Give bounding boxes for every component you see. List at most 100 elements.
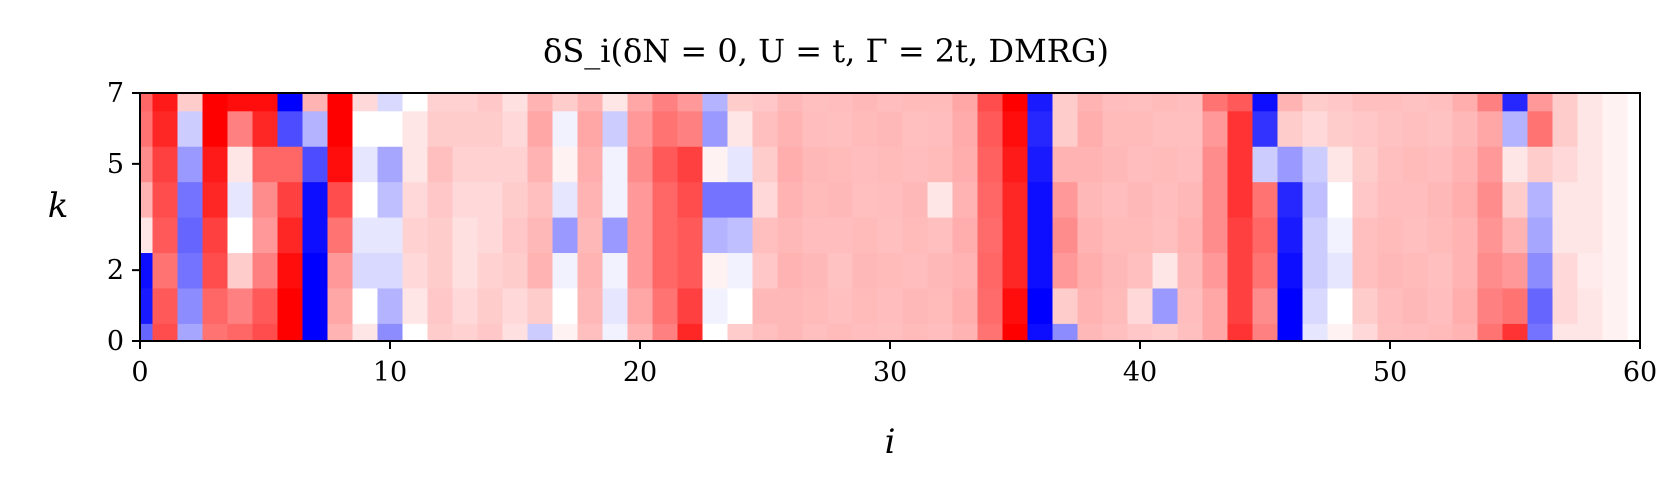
heatmap-cell-i10-k4 <box>377 181 404 218</box>
heatmap-cell-i59-k1 <box>1602 287 1629 324</box>
heatmap-cell-i28-k2 <box>827 252 854 289</box>
heatmap-cell-i4-k7 <box>227 93 254 112</box>
heatmap-cell-i3-k7 <box>202 93 229 112</box>
heatmap-cell-i19-k2 <box>602 252 629 289</box>
heatmap-cell-i2-k3 <box>177 217 204 254</box>
heatmap-cell-i12-k2 <box>427 252 454 289</box>
heatmap-cell-i3-k3 <box>202 217 229 254</box>
heatmap-cell-i29-k2 <box>852 252 879 289</box>
heatmap-cell-i26-k5 <box>777 146 804 183</box>
heatmap-cell-i7-k4 <box>302 181 329 218</box>
heatmap-cell-i13-k0 <box>452 323 479 342</box>
heatmap-cell-i5-k4 <box>252 181 279 218</box>
heatmap-cell-i9-k7 <box>352 93 379 112</box>
heatmap-cell-i2-k1 <box>177 287 204 324</box>
heatmap-cell-i51-k3 <box>1402 217 1429 254</box>
heatmap-cell-i57-k3 <box>1552 217 1579 254</box>
heatmap-cell-i31-k1 <box>902 287 929 324</box>
heatmap-cell-i53-k4 <box>1452 181 1479 218</box>
heatmap-cell-i35-k6 <box>1002 110 1029 147</box>
heatmap-cell-i12-k6 <box>427 110 454 147</box>
heatmap-cell-i11-k4 <box>402 181 429 218</box>
heatmap-cell-i38-k7 <box>1077 93 1104 112</box>
heatmap-cell-i22-k0 <box>677 323 704 342</box>
heatmap-cell-i29-k6 <box>852 110 879 147</box>
x-tick-label: 40 <box>1123 357 1157 388</box>
heatmap-cell-i41-k5 <box>1152 146 1179 183</box>
heatmap-cell-i41-k4 <box>1152 181 1179 218</box>
heatmap-cell-i27-k0 <box>802 323 829 342</box>
heatmap-cell-i45-k6 <box>1252 110 1279 147</box>
heatmap-cell-i41-k0 <box>1152 323 1179 342</box>
heatmap-cell-i26-k6 <box>777 110 804 147</box>
heatmap-cell-i36-k0 <box>1027 323 1054 342</box>
heatmap-cell-i14-k0 <box>477 323 504 342</box>
heatmap-cell-i50-k2 <box>1377 252 1404 289</box>
heatmap-cell-i42-k4 <box>1177 181 1204 218</box>
heatmap-cell-i10-k6 <box>377 110 404 147</box>
heatmap-cell-i45-k5 <box>1252 146 1279 183</box>
heatmap-cell-i1-k4 <box>152 181 179 218</box>
heatmap-cell-i49-k5 <box>1352 146 1379 183</box>
heatmap-cell-i5-k3 <box>252 217 279 254</box>
heatmap-cell-i47-k0 <box>1302 323 1329 342</box>
heatmap-cell-i0-k5 <box>140 146 154 183</box>
heatmap-cell-i17-k0 <box>552 323 579 342</box>
heatmap-cell-i47-k6 <box>1302 110 1329 147</box>
heatmap-cell-i18-k5 <box>577 146 604 183</box>
heatmap-cell-i35-k0 <box>1002 323 1029 342</box>
heatmap-cell-i0-k2 <box>140 252 154 289</box>
y-tick-label: 5 <box>107 149 124 180</box>
heatmap-cell-i22-k4 <box>677 181 704 218</box>
heatmap-cell-i46-k7 <box>1277 93 1304 112</box>
heatmap-cell-i60-k6 <box>1627 110 1641 147</box>
heatmap-cell-i33-k0 <box>952 323 979 342</box>
heatmap-cell-i9-k2 <box>352 252 379 289</box>
heatmap-cell-i8-k6 <box>327 110 354 147</box>
heatmap-cell-i42-k2 <box>1177 252 1204 289</box>
heatmap-cell-i34-k5 <box>977 146 1004 183</box>
heatmap-cell-i28-k0 <box>827 323 854 342</box>
heatmap-cell-i0-k4 <box>140 181 154 218</box>
heatmap-cell-i35-k3 <box>1002 217 1029 254</box>
heatmap-cell-i34-k4 <box>977 181 1004 218</box>
heatmap-cell-i45-k3 <box>1252 217 1279 254</box>
heatmap-cell-i19-k3 <box>602 217 629 254</box>
heatmap-cell-i21-k4 <box>652 181 679 218</box>
heatmap-cell-i42-k3 <box>1177 217 1204 254</box>
heatmap-cell-i52-k6 <box>1427 110 1454 147</box>
heatmap-cell-i17-k6 <box>552 110 579 147</box>
heatmap-cell-i2-k4 <box>177 181 204 218</box>
heatmap-cell-i8-k3 <box>327 217 354 254</box>
heatmap-cell-i40-k5 <box>1127 146 1154 183</box>
heatmap-cell-i50-k7 <box>1377 93 1404 112</box>
heatmap-cell-i28-k5 <box>827 146 854 183</box>
heatmap-cell-i0-k1 <box>140 287 154 324</box>
heatmap-cell-i28-k3 <box>827 217 854 254</box>
heatmap-cell-i58-k4 <box>1577 181 1604 218</box>
heatmap-cell-i7-k5 <box>302 146 329 183</box>
heatmap-cell-i32-k2 <box>927 252 954 289</box>
heatmap-cell-i32-k3 <box>927 217 954 254</box>
heatmap-cell-i3-k4 <box>202 181 229 218</box>
heatmap-cell-i49-k7 <box>1352 93 1379 112</box>
heatmap-cell-i29-k0 <box>852 323 879 342</box>
y-axis: 0 2 5 7 <box>107 78 140 357</box>
heatmap-cell-i21-k6 <box>652 110 679 147</box>
heatmap-cell-i14-k2 <box>477 252 504 289</box>
heatmap-cell-i41-k6 <box>1152 110 1179 147</box>
heatmap-cell-i33-k6 <box>952 110 979 147</box>
heatmap-cell-i60-k1 <box>1627 287 1641 324</box>
heatmap-cell-i38-k5 <box>1077 146 1104 183</box>
y-tick-label: 2 <box>107 255 124 286</box>
heatmap-cell-i9-k0 <box>352 323 379 342</box>
heatmap-cell-i4-k5 <box>227 146 254 183</box>
heatmap-cell-i43-k1 <box>1202 287 1229 324</box>
heatmap-cell-i14-k1 <box>477 287 504 324</box>
heatmap-cell-i53-k1 <box>1452 287 1479 324</box>
heatmap-cell-i54-k4 <box>1477 181 1504 218</box>
heatmap-cell-i14-k4 <box>477 181 504 218</box>
x-tick-label: 30 <box>873 357 907 388</box>
heatmap-cell-i53-k2 <box>1452 252 1479 289</box>
